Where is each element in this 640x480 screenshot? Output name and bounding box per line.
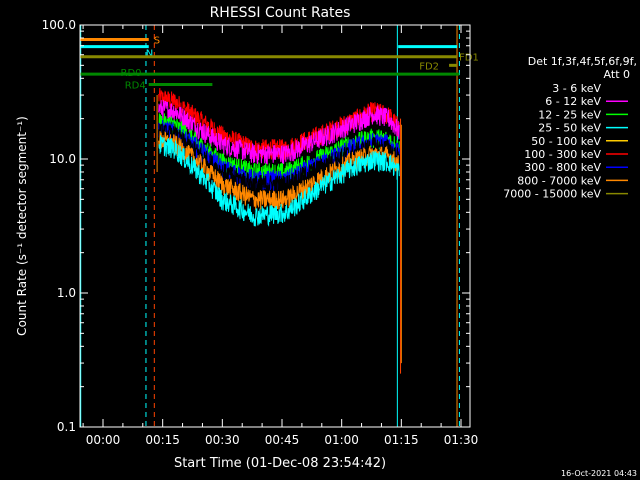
legend-entry-label: 6 - 12 keV [545, 95, 601, 108]
state-bar-label: FD2 [419, 61, 439, 72]
y-axis-label: Count Rate (s⁻¹ detector segment⁻¹) [15, 116, 29, 336]
series-line [158, 135, 400, 227]
x-tick-label: 00:00 [86, 433, 121, 447]
x-tick-label: 00:30 [205, 433, 240, 447]
x-tick-label: 01:30 [444, 433, 479, 447]
state-bar-label: N [146, 49, 153, 60]
legend-entry-label: 50 - 100 keV [531, 135, 601, 148]
legend-entry-label: 300 - 800 keV [524, 161, 601, 174]
state-bar-label: FD1 [459, 53, 479, 64]
x-axis-ticks: 00:00 00:15 00:30 00:45 01:00 01:15 01:30 [82, 25, 479, 447]
timestamp: 16-Oct-2021 04:43 [561, 469, 637, 478]
state-bar-label: RD0 [121, 68, 142, 79]
state-bar-label: RD4 [125, 80, 146, 91]
state-bar-label: S [154, 35, 160, 46]
legend-title-line-1: Det 1f,3f,4f,5f,6f,9f, [528, 55, 637, 68]
legend-entry-label: 25 - 50 keV [538, 122, 601, 135]
legend-entry-label: 3 - 6 keV [552, 82, 601, 95]
series-line [158, 99, 400, 165]
y-tick-label: 1.0 [57, 286, 76, 300]
y-axis-ticks: 0.1 1.0 10.0 100.0 [42, 18, 470, 434]
legend-entry-label: 12 - 25 keV [538, 108, 601, 121]
x-tick-label: 01:00 [324, 433, 359, 447]
legend-entry-label: 100 - 300 keV [524, 148, 601, 161]
legend-title-line-2: Att 0 [604, 68, 630, 81]
legend-entry-label: 800 - 7000 keV [517, 174, 601, 187]
x-tick-label: 01:15 [384, 433, 419, 447]
chart-title: RHESSI Count Rates [210, 5, 351, 21]
vertical-markers [80, 25, 460, 427]
series-curves [156, 87, 402, 374]
y-tick-label: 0.1 [57, 420, 76, 434]
x-tick-label: 00:15 [145, 433, 180, 447]
x-axis-label: Start Time (01-Dec-08 23:54:42) [174, 456, 386, 471]
plot-frame [79, 24, 471, 428]
legend-entry-label: 7000 - 15000 keV [503, 188, 601, 201]
y-tick-label: 10.0 [49, 152, 76, 166]
x-tick-label: 00:45 [265, 433, 300, 447]
y-tick-label: 100.0 [42, 18, 76, 32]
